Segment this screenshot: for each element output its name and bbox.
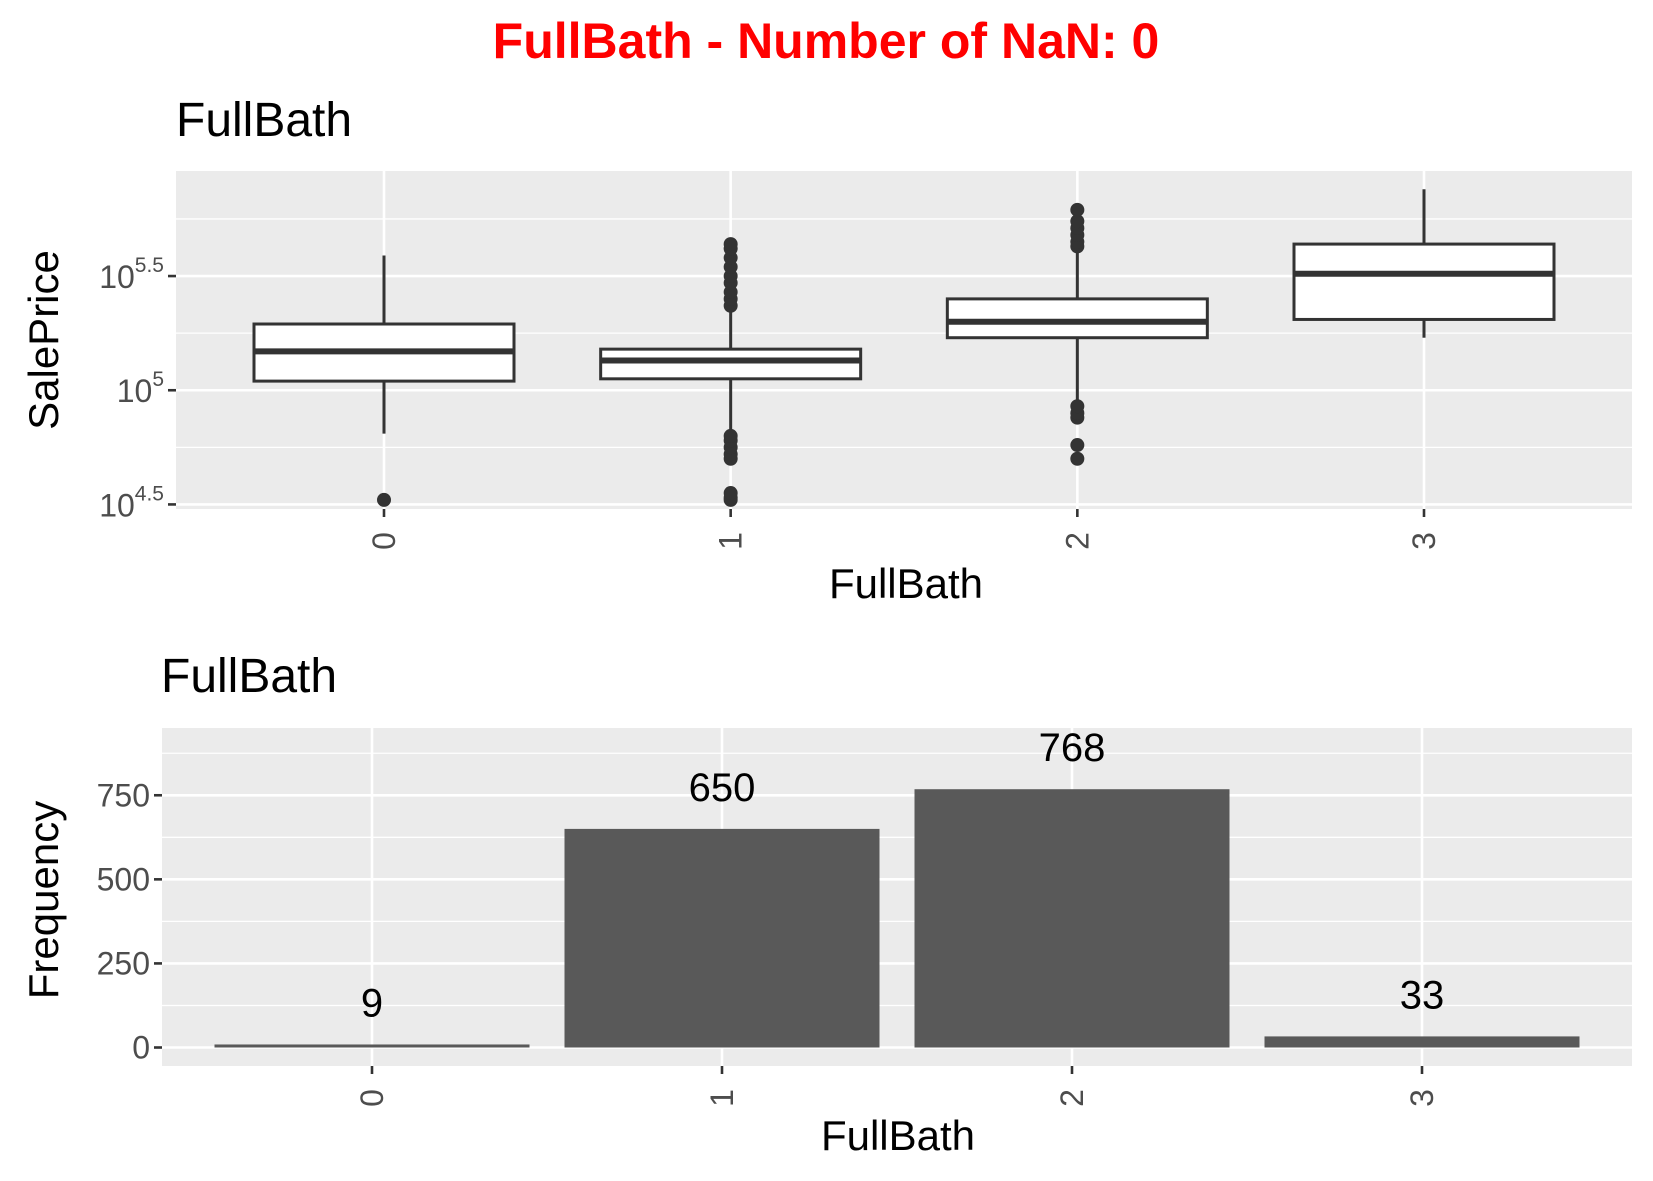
box-outlier-point bbox=[723, 237, 738, 252]
bar-data-label: 33 bbox=[1400, 973, 1445, 1017]
barchart-panel: FullBath 9 650 768 33 0 250 500 750 0 1 2 3 FullB… bbox=[20, 650, 1632, 1159]
x-tick-label: 3 bbox=[1404, 1089, 1440, 1107]
boxplot-title: FullBath bbox=[176, 94, 352, 147]
boxplot-panel: FullBath 104.5 105 105.5 0 1 2 3 FullBath Sal… bbox=[20, 94, 1632, 607]
box-outlier-point bbox=[723, 486, 738, 501]
barchart-y-axis-title: Frequency bbox=[20, 801, 67, 999]
boxplot-marks bbox=[252, 189, 1556, 507]
box-outlier-point bbox=[1070, 399, 1085, 414]
x-tick-label: 1 bbox=[704, 1089, 740, 1107]
barchart-marks: 9 650 768 33 bbox=[214, 726, 1580, 1048]
boxplot-y-axis-title: SalePrice bbox=[20, 250, 67, 430]
box-outlier-point bbox=[723, 428, 738, 443]
y-tick-label: 250 bbox=[97, 945, 150, 981]
x-tick-label: 3 bbox=[1406, 532, 1442, 550]
x-tick-label: 2 bbox=[1059, 532, 1095, 550]
x-tick-label: 2 bbox=[1054, 1089, 1090, 1107]
y-tick-label: 0 bbox=[132, 1030, 150, 1066]
box-outlier-point bbox=[1070, 451, 1085, 466]
y-tick-label: 104.5 bbox=[99, 482, 164, 523]
main-title: FullBath - Number of NaN: 0 bbox=[493, 13, 1160, 69]
boxplot-x-ticks: 0 1 2 3 bbox=[366, 509, 1442, 550]
box-outlier-point bbox=[1070, 202, 1085, 217]
barchart-plot-area bbox=[162, 728, 1632, 1066]
x-tick-label: 0 bbox=[366, 532, 402, 550]
box-iqr bbox=[945, 297, 1209, 340]
y-tick-label: 105 bbox=[117, 368, 164, 409]
boxplot-x-axis-title: FullBath bbox=[829, 560, 983, 607]
bar bbox=[1264, 1036, 1580, 1048]
bar-data-label: 768 bbox=[1039, 726, 1106, 770]
box-outlier-point bbox=[1070, 214, 1085, 229]
barchart-title: FullBath bbox=[161, 650, 337, 703]
bar bbox=[564, 828, 880, 1048]
bar bbox=[914, 789, 1230, 1048]
bar-data-label: 650 bbox=[689, 766, 756, 810]
y-tick-label: 500 bbox=[97, 861, 150, 897]
barchart-y-ticks: 0 250 500 750 bbox=[97, 777, 162, 1066]
boxplot-y-ticks: 104.5 105 105.5 bbox=[99, 254, 176, 523]
y-tick-label: 750 bbox=[97, 777, 150, 813]
bar-data-label: 9 bbox=[361, 981, 383, 1025]
bar bbox=[214, 1044, 530, 1048]
barchart-x-axis-title: FullBath bbox=[821, 1112, 975, 1159]
box-outlier-point bbox=[1070, 438, 1085, 453]
x-tick-label: 0 bbox=[354, 1089, 390, 1107]
box-outlier-point bbox=[377, 492, 391, 507]
x-tick-label: 1 bbox=[713, 532, 749, 550]
barchart-x-ticks: 0 1 2 3 bbox=[354, 1066, 1440, 1107]
box-iqr bbox=[599, 347, 863, 381]
box-iqr bbox=[1292, 242, 1556, 321]
y-tick-label: 105.5 bbox=[99, 254, 164, 295]
